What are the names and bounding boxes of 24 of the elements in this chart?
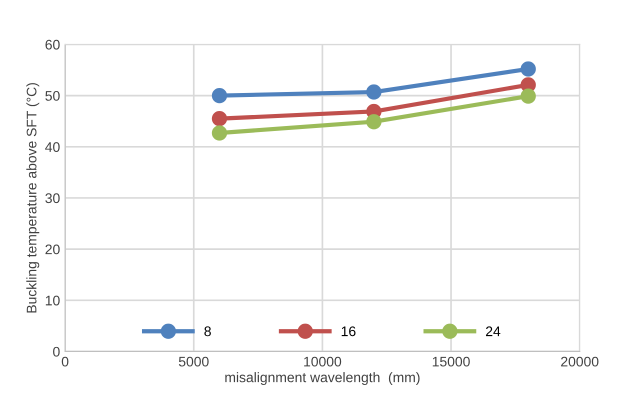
y-tick-label: 0: [53, 346, 60, 357]
point: [520, 88, 536, 104]
x-tick-label: 0: [62, 356, 68, 367]
point: [366, 84, 382, 100]
point: [366, 114, 382, 130]
y-tick-label: 20: [45, 244, 60, 254]
y-tick-label: 50: [45, 90, 60, 101]
legend-label: 24: [486, 326, 500, 336]
y-tick-label: 40: [45, 142, 60, 152]
x-tick-label: 10000: [304, 356, 342, 367]
legend-label: 16: [342, 326, 356, 336]
y-tick-label: 30: [45, 193, 60, 204]
point: [212, 88, 228, 104]
point: [212, 125, 228, 141]
legend-label: 8: [204, 326, 211, 336]
y-tick-label: 10: [46, 296, 60, 306]
x-tick-label: 15000: [432, 356, 470, 367]
y-tick-label: 60: [45, 40, 60, 50]
y-axis-title: Buckling temperature above SFT (°C): [26, 83, 40, 313]
x-axis-title: misalignment wavelength (mm): [225, 372, 420, 386]
point: [520, 61, 536, 77]
x-tick-label: 5000: [178, 356, 209, 367]
point: [212, 111, 228, 126]
x-tick-label: 20000: [561, 356, 598, 367]
